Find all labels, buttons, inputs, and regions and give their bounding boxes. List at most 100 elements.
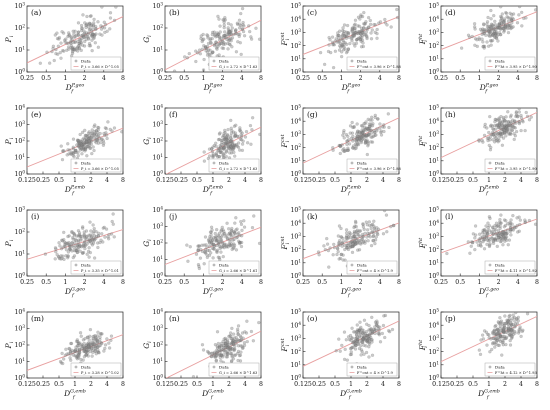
data-point [98,337,102,342]
data-point [225,340,229,344]
data-point [344,51,349,55]
data-point [238,128,242,132]
data-point [496,223,500,227]
data-point [508,226,513,230]
data-point [473,37,478,41]
data-point [93,41,97,45]
y-tick-label: 104 [152,206,163,215]
data-point [494,127,498,131]
data-point [96,125,100,130]
data-point [352,234,357,238]
data-point [342,23,347,27]
data-point [96,141,101,145]
data-point [88,328,93,332]
data-point [83,347,87,351]
data-point [500,120,505,124]
data-point [86,249,91,254]
data-point [230,26,234,30]
x-tick-label: 0.5 [54,177,64,184]
data-point [366,144,370,148]
data-point [187,51,191,56]
data-point [361,222,365,227]
data-point [356,15,361,19]
data-point [356,31,361,36]
data-point [222,146,226,150]
data-point [87,130,91,134]
data-point [93,139,97,143]
data-point [222,155,226,159]
data-point [354,144,359,148]
data-point [354,38,359,42]
panel-title: (m) [31,314,44,323]
data-point [345,142,349,146]
data-point [240,131,244,135]
data-point [229,235,233,239]
data-point [80,33,85,37]
y-axis-label: Fcnti [280,133,291,148]
data-point [227,38,231,43]
data-point [361,241,365,245]
data-point [71,235,75,240]
data-point [504,232,508,236]
data-point [89,29,94,33]
data-point [218,150,222,154]
data-point [242,219,246,223]
data-point [358,37,363,42]
data-point [364,34,369,38]
y-tick-label: 103 [14,2,25,11]
data-point [351,26,355,30]
data-point [346,247,351,252]
data-point [210,147,214,151]
data-point [78,331,83,335]
data-point [348,241,352,246]
data-point [236,349,241,354]
data-point [344,30,349,34]
data-point [482,329,487,333]
data-point [89,23,93,27]
data-point [499,26,503,31]
data-point [494,130,499,135]
x-tick-label: 4 [102,279,106,286]
data-point [79,40,83,45]
data-point [229,129,234,133]
data-point [350,35,354,39]
data-point [344,34,348,38]
data-point [99,27,104,31]
data-point [60,158,65,162]
data-point [80,234,84,238]
plot-frame [440,5,538,73]
data-point [364,30,368,34]
data-point [503,130,507,135]
data-point [493,324,497,329]
data-point [367,323,371,328]
data-point [207,52,211,56]
data-point [204,49,208,53]
data-point [202,37,206,41]
data-point [322,62,327,67]
data-point [477,37,482,42]
data-point [367,355,371,359]
x-tick-label: 4 [240,279,244,286]
data-point [200,39,204,44]
data-point [351,125,355,130]
y-tick-label: 103 [428,334,439,343]
fit-line [165,19,261,71]
data-point [489,25,493,29]
data-point [360,134,365,138]
data-point [348,131,352,135]
y-axis-label: Gi [142,137,153,145]
data-point [87,141,91,146]
data-point [79,40,83,45]
data-point [343,47,347,51]
data-point [222,26,226,30]
data-point [354,333,359,337]
data-point [198,52,202,56]
data-point [360,36,364,40]
data-point [210,149,215,154]
data-point [497,121,502,126]
data-point [507,26,512,30]
data-point [214,359,218,363]
data-point [495,336,499,340]
